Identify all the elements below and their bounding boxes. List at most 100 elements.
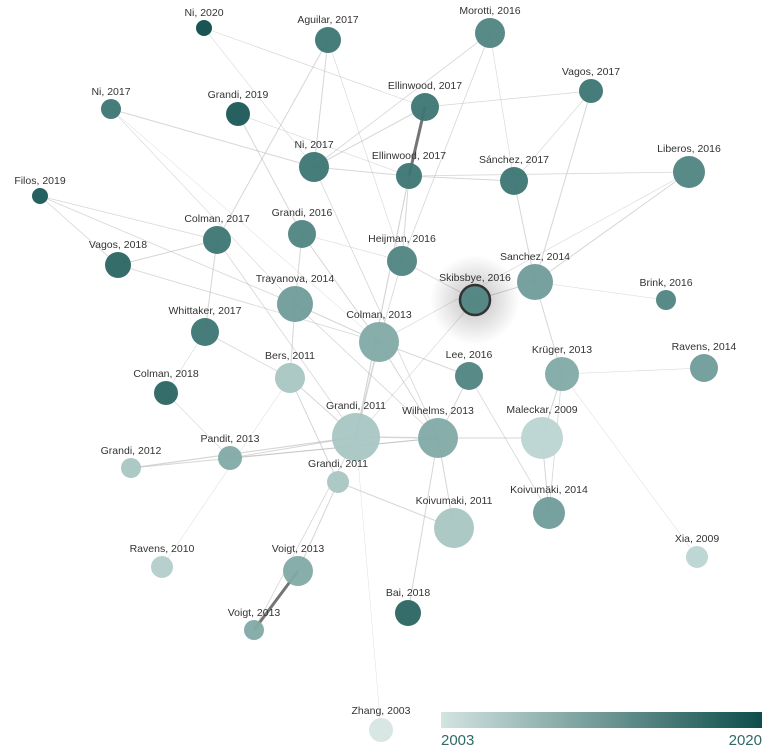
colorbar-max: 2020 (729, 732, 762, 749)
node (315, 27, 341, 53)
edge (39, 195, 218, 241)
node-label: Ni, 2017 (294, 139, 333, 151)
node (434, 508, 474, 548)
node-label: Grandi, 2019 (208, 89, 269, 101)
nodes: Ni, 2020 Aguilar, 2017 Morotti, 2016 Ni, 20… (14, 5, 737, 742)
edge (237, 113, 303, 235)
colorbar-min: 2003 (441, 732, 474, 749)
edge (534, 90, 592, 283)
node-label: Ellinwood, 2017 (372, 150, 446, 162)
edge (355, 175, 410, 438)
node-label: Grandi, 2011 (326, 400, 386, 412)
node-label: Ni, 2017 (91, 86, 130, 98)
node (244, 620, 264, 640)
edge (401, 32, 491, 262)
edge (424, 90, 592, 108)
node (455, 362, 483, 390)
edge (408, 175, 515, 182)
node (521, 417, 563, 459)
edge (534, 281, 667, 301)
node (151, 556, 173, 578)
node-label: Skibsbye, 2016 (439, 272, 511, 284)
node (396, 163, 422, 189)
edge (513, 90, 592, 182)
edge (289, 377, 339, 483)
node (105, 252, 131, 278)
node (299, 152, 329, 182)
edge (117, 239, 218, 266)
node-label: Colman, 2013 (346, 309, 412, 321)
edge (337, 481, 455, 529)
node-label: Colman, 2017 (184, 213, 250, 225)
node-label: Trayanova, 2014 (256, 273, 335, 285)
node (191, 318, 219, 346)
node (418, 418, 458, 458)
edge (561, 373, 698, 558)
node-label: Aguilar, 2017 (297, 14, 358, 26)
node-label: Zhang, 2003 (352, 705, 411, 717)
node (395, 600, 421, 626)
node (517, 264, 553, 300)
edge (203, 27, 426, 108)
node (387, 246, 417, 276)
node (369, 718, 393, 742)
node-label: Maleckar, 2009 (506, 404, 577, 416)
node-label: Pandit, 2013 (201, 433, 260, 445)
edge (489, 32, 515, 182)
edge (327, 39, 403, 262)
node-label: Heijman, 2016 (368, 233, 436, 245)
edge (294, 303, 439, 439)
node (121, 458, 141, 478)
node (656, 290, 676, 310)
edge (468, 375, 550, 514)
node (475, 18, 505, 48)
node-label: Liberos, 2016 (657, 143, 721, 155)
node-label: Grandi, 2011 (308, 458, 368, 470)
node-label: Colman, 2018 (133, 368, 199, 380)
node-label: Whittaker, 2017 (169, 305, 242, 317)
edge (203, 27, 315, 168)
node-label: Bai, 2018 (386, 587, 431, 599)
edge (110, 108, 296, 305)
node (359, 322, 399, 362)
node-label: Krüger, 2013 (532, 344, 592, 356)
node (218, 446, 242, 470)
edge (355, 436, 382, 731)
edge (253, 436, 357, 631)
node (673, 156, 705, 188)
edge (534, 171, 690, 283)
edge (408, 171, 690, 177)
node (101, 99, 121, 119)
edge (39, 195, 296, 305)
node-label: Koivumäki, 2014 (510, 484, 588, 496)
node-label: Vagos, 2018 (89, 239, 147, 251)
node-label: Grandi, 2016 (272, 207, 333, 219)
edge (216, 39, 329, 241)
node (579, 79, 603, 103)
node-label: Wilhelms, 2013 (402, 405, 474, 417)
edge (313, 32, 491, 168)
edge (313, 166, 439, 439)
colorbar (441, 712, 762, 728)
node-label: Xia, 2009 (675, 533, 720, 545)
node (500, 167, 528, 195)
edge (561, 367, 705, 375)
edge (165, 392, 231, 459)
node-label: Koivumaki, 2011 (416, 495, 493, 507)
node (277, 286, 313, 322)
node-label: Voigt, 2013 (272, 543, 325, 555)
edge (313, 106, 426, 168)
node (275, 363, 305, 393)
node (332, 413, 380, 461)
edge (301, 233, 380, 343)
edge (204, 239, 218, 333)
node-label: Ellinwood, 2017 (388, 80, 462, 92)
edge (313, 166, 410, 177)
node-label: Brink, 2016 (639, 277, 692, 289)
node-label: Grandi, 2012 (101, 445, 162, 457)
node-label: Voigt, 2013 (228, 607, 281, 619)
node-label: Sanchez, 2014 (500, 251, 570, 263)
node-label: Sánchez, 2017 (479, 154, 549, 166)
node-label: Vagos, 2017 (562, 66, 620, 78)
